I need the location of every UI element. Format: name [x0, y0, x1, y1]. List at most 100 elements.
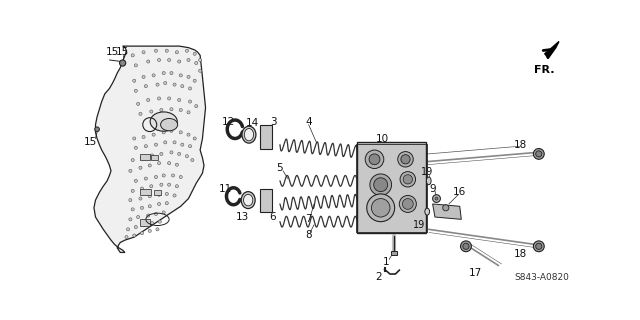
Circle shape — [461, 241, 472, 252]
Text: 12: 12 — [222, 116, 236, 126]
Circle shape — [170, 71, 173, 75]
Circle shape — [172, 174, 175, 177]
Bar — [151, 156, 157, 160]
Circle shape — [157, 59, 161, 61]
Circle shape — [178, 99, 180, 101]
Text: 10: 10 — [376, 133, 389, 143]
Bar — [140, 219, 150, 226]
Circle shape — [168, 97, 171, 100]
Circle shape — [191, 158, 194, 162]
Circle shape — [164, 141, 167, 144]
Circle shape — [131, 158, 134, 162]
Circle shape — [131, 189, 134, 192]
Circle shape — [365, 150, 384, 169]
Polygon shape — [94, 46, 205, 252]
Circle shape — [536, 243, 542, 249]
Circle shape — [374, 178, 388, 192]
Circle shape — [129, 198, 132, 202]
Circle shape — [150, 110, 153, 113]
Text: 5: 5 — [276, 163, 284, 173]
Circle shape — [134, 89, 138, 92]
Text: 7: 7 — [305, 214, 312, 224]
Circle shape — [165, 192, 168, 196]
Ellipse shape — [242, 126, 256, 143]
Circle shape — [154, 49, 157, 52]
Circle shape — [157, 203, 161, 205]
Circle shape — [189, 87, 191, 90]
Circle shape — [131, 208, 134, 211]
Circle shape — [179, 74, 182, 77]
Circle shape — [187, 59, 190, 61]
Circle shape — [160, 108, 163, 112]
Circle shape — [435, 197, 438, 200]
Circle shape — [178, 60, 180, 63]
Bar — [140, 154, 150, 160]
Circle shape — [142, 51, 145, 54]
Bar — [356, 144, 428, 232]
Circle shape — [147, 214, 150, 217]
Bar — [358, 142, 426, 233]
Circle shape — [160, 183, 163, 186]
Circle shape — [463, 243, 469, 249]
Circle shape — [158, 220, 161, 223]
Text: 2: 2 — [375, 272, 381, 282]
Circle shape — [533, 241, 544, 252]
Circle shape — [165, 49, 168, 52]
Circle shape — [187, 111, 190, 114]
Circle shape — [134, 226, 138, 228]
Circle shape — [179, 108, 182, 112]
Circle shape — [150, 154, 154, 157]
Text: 19: 19 — [421, 167, 433, 177]
Circle shape — [145, 177, 147, 180]
Circle shape — [154, 175, 157, 179]
Circle shape — [164, 82, 167, 84]
Circle shape — [193, 79, 196, 82]
Circle shape — [129, 169, 132, 172]
Circle shape — [168, 183, 171, 186]
Circle shape — [132, 137, 136, 140]
Bar — [391, 251, 397, 255]
Circle shape — [129, 218, 132, 221]
Circle shape — [162, 131, 165, 134]
Text: 1: 1 — [383, 257, 389, 267]
Circle shape — [152, 133, 155, 136]
Circle shape — [152, 74, 155, 77]
Circle shape — [533, 148, 544, 159]
Circle shape — [145, 145, 147, 148]
Circle shape — [189, 145, 191, 148]
Circle shape — [195, 61, 198, 65]
Circle shape — [369, 154, 380, 165]
Circle shape — [186, 49, 189, 52]
Circle shape — [397, 152, 413, 167]
Circle shape — [173, 83, 176, 86]
Polygon shape — [545, 42, 559, 59]
Text: S843-A0820: S843-A0820 — [514, 273, 569, 282]
Circle shape — [162, 211, 165, 214]
Circle shape — [136, 215, 140, 219]
Circle shape — [134, 146, 138, 149]
Circle shape — [178, 152, 180, 156]
Circle shape — [140, 232, 143, 235]
Circle shape — [371, 198, 390, 217]
Circle shape — [140, 206, 143, 209]
Circle shape — [150, 222, 154, 225]
Circle shape — [132, 234, 136, 237]
Circle shape — [170, 108, 173, 111]
Circle shape — [139, 112, 142, 116]
Circle shape — [148, 164, 151, 167]
Circle shape — [180, 84, 184, 88]
Circle shape — [95, 127, 99, 132]
Text: 8: 8 — [305, 230, 312, 240]
Circle shape — [148, 229, 151, 232]
Circle shape — [170, 151, 173, 154]
Circle shape — [162, 71, 165, 75]
Circle shape — [157, 193, 161, 196]
Circle shape — [136, 102, 140, 105]
Circle shape — [193, 137, 196, 140]
Circle shape — [401, 155, 410, 164]
Polygon shape — [433, 204, 461, 219]
Text: 16: 16 — [453, 188, 467, 197]
Text: 19: 19 — [413, 220, 426, 230]
Ellipse shape — [244, 194, 253, 206]
Text: 15: 15 — [116, 47, 129, 57]
